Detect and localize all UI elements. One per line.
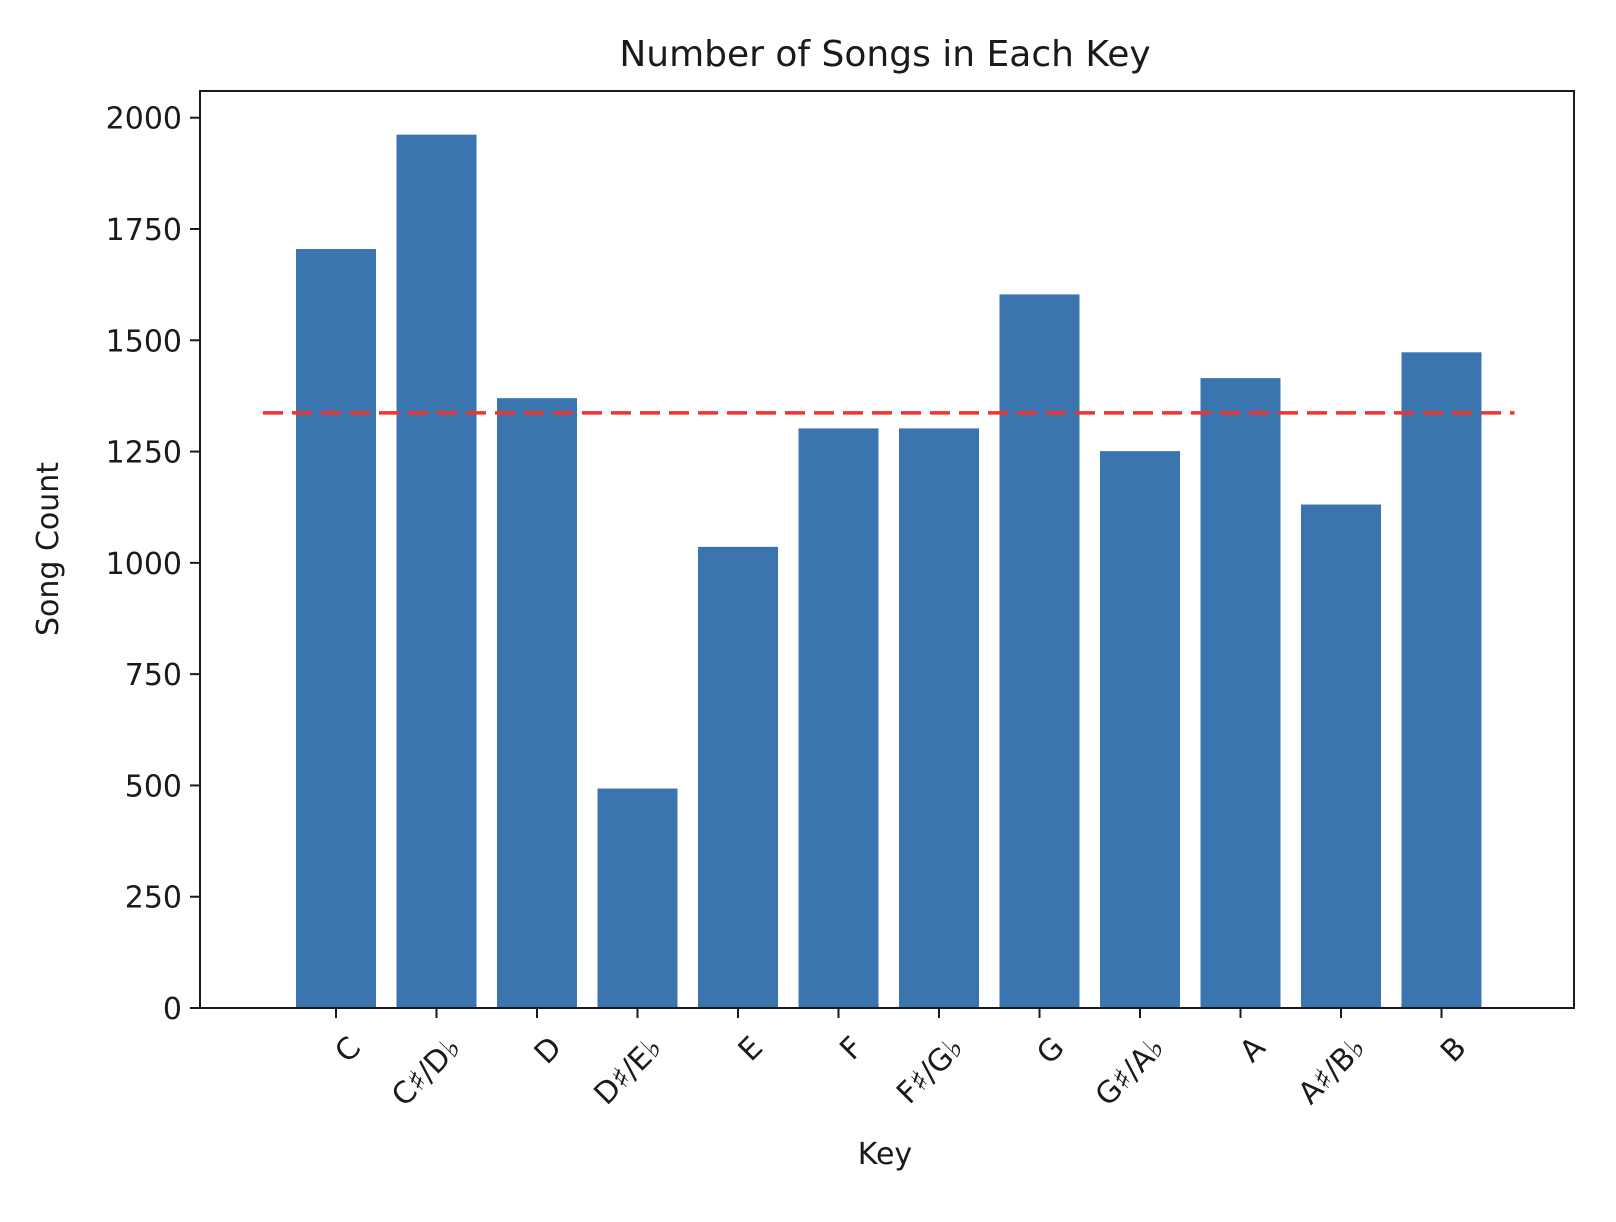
plot-frame xyxy=(199,90,1575,1009)
y-tick-label-2: 500 xyxy=(125,769,182,804)
y-axis-label: Song Count xyxy=(31,462,66,636)
bar-9 xyxy=(1200,378,1281,1009)
x-tick-label-2: D xyxy=(528,1030,569,1071)
bar-11 xyxy=(1401,352,1482,1008)
bar-0 xyxy=(296,249,376,1008)
x-tick-label-9: A xyxy=(1233,1030,1273,1070)
y-tick-label-1: 250 xyxy=(125,881,182,916)
x-tick-label-8: G♯/A♭ xyxy=(1089,1030,1172,1113)
bar-10 xyxy=(1301,504,1381,1008)
y-tick-label-7: 1750 xyxy=(106,213,182,248)
y-tick-label-3: 750 xyxy=(125,658,182,693)
bar-2 xyxy=(497,398,577,1008)
x-tick-label-4: E xyxy=(732,1030,770,1068)
y-tick-label-6: 1500 xyxy=(106,324,182,359)
bars-layer xyxy=(296,134,1482,1009)
y-axis: 0 250 500 750 1000 1250 1500 1750 2000 xyxy=(106,102,200,1027)
x-tick-label-10: A♯/B♭ xyxy=(1292,1030,1373,1111)
y-tick-label-5: 1250 xyxy=(106,436,182,471)
x-axis: C C♯/D♭ D D♯/E♭ E F F♯/G♭ G G♯/A♭ A A♯/B♭ B xyxy=(328,1008,1473,1113)
x-tick-label-1: C♯/D♭ xyxy=(385,1030,468,1113)
x-tick-label-11: B xyxy=(1434,1030,1473,1069)
x-tick-label-0: C xyxy=(328,1030,368,1070)
bar-1 xyxy=(396,134,477,1008)
y-tick-label-0: 0 xyxy=(163,992,182,1027)
x-tick-label-7: G xyxy=(1030,1030,1071,1071)
bar-7 xyxy=(999,294,1080,1009)
bar-6 xyxy=(899,428,979,1008)
bar-8 xyxy=(1100,451,1180,1008)
bar-4 xyxy=(698,546,778,1008)
y-tick-label-8: 2000 xyxy=(106,102,182,137)
y-tick-label-4: 1000 xyxy=(106,547,182,582)
chart-title: Number of Songs in Each Key xyxy=(619,34,1150,75)
bar-3 xyxy=(597,788,678,1008)
x-tick-label-5: F xyxy=(833,1030,870,1067)
bar-5 xyxy=(798,428,879,1008)
x-axis-label: Key xyxy=(858,1137,912,1172)
x-tick-label-3: D♯/E♭ xyxy=(588,1030,670,1112)
x-tick-label-6: F♯/G♭ xyxy=(890,1030,971,1111)
